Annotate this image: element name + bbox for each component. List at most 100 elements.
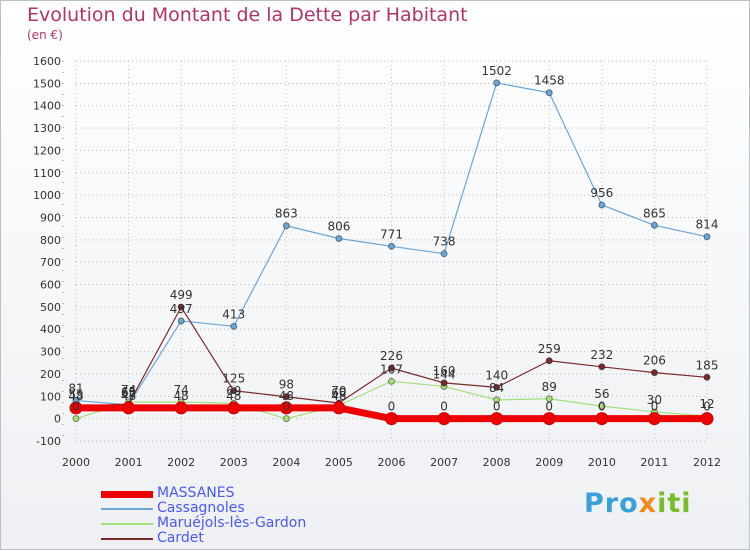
data-point (598, 402, 606, 410)
data-point (545, 357, 553, 365)
data-label: 1458 (534, 74, 565, 88)
data-label: 56 (594, 387, 609, 401)
data-point (335, 234, 343, 242)
x-tick-label: 2006 (378, 456, 406, 469)
data-point (703, 373, 711, 381)
x-tick-label: 2002 (167, 456, 195, 469)
y-tick-label: 1300 (33, 122, 61, 135)
data-label: 48 (68, 389, 83, 403)
data-label: 738 (433, 235, 456, 249)
x-tick-label: 2000 (62, 456, 90, 469)
data-point (700, 412, 714, 426)
data-point (69, 401, 83, 415)
data-point (493, 383, 501, 391)
data-label: 0 (598, 400, 606, 414)
legend-swatch (101, 538, 153, 540)
data-point (72, 415, 80, 423)
data-point (230, 322, 238, 330)
x-tick-label: 2012 (693, 456, 721, 469)
y-tick-label: 300 (40, 346, 61, 359)
x-tick-label: 2009 (535, 456, 563, 469)
legend-swatch (101, 508, 153, 510)
data-label: 226 (380, 349, 403, 363)
data-point (440, 379, 448, 387)
data-label: 0 (493, 400, 501, 414)
data-label: 185 (696, 358, 719, 372)
x-tick-label: 2005 (325, 456, 353, 469)
legend-swatch (101, 523, 153, 525)
data-label: 62 (121, 386, 136, 400)
data-label: 48 (226, 389, 241, 403)
data-point (332, 401, 346, 415)
data-label: 0 (651, 400, 659, 414)
y-tick-label: 1100 (33, 167, 61, 180)
data-point (437, 412, 451, 426)
data-point (595, 412, 609, 426)
data-point (174, 401, 188, 415)
data-point (177, 303, 185, 311)
data-point (227, 401, 241, 415)
data-point (388, 364, 395, 372)
chart-title: Evolution du Montant de la Dette par Hab… (27, 4, 468, 26)
data-point (650, 221, 658, 229)
data-point (542, 412, 556, 426)
data-point (545, 395, 553, 403)
data-label: 48 (174, 389, 189, 403)
y-tick-label: 600 (40, 279, 61, 292)
data-label: 499 (170, 288, 193, 302)
data-label: 65 (121, 385, 136, 399)
data-point (703, 233, 711, 241)
data-point (650, 369, 658, 377)
data-label: 48 (279, 389, 294, 403)
data-point (122, 401, 136, 415)
data-label: 1502 (481, 64, 512, 78)
data-label: 0 (388, 400, 396, 414)
data-point (279, 401, 293, 415)
x-tick-label: 2011 (640, 456, 668, 469)
data-label: 48 (121, 389, 136, 403)
data-label: 160 (433, 364, 456, 378)
y-tick-label: 0 (54, 413, 61, 426)
x-tick-label: 2007 (430, 456, 458, 469)
data-point (490, 412, 504, 426)
y-tick-label: 900 (40, 211, 61, 224)
data-label: 60 (331, 386, 346, 400)
y-tick-label: 1600 (33, 55, 61, 68)
unit-label: (en €) (27, 28, 63, 42)
data-label: 69 (226, 384, 241, 398)
data-point (440, 250, 448, 258)
data-label: 89 (542, 380, 557, 394)
y-tick-label: 100 (40, 390, 61, 403)
data-label: 98 (279, 378, 294, 392)
y-tick-label: 1000 (33, 189, 61, 202)
y-tick-label: 1500 (33, 77, 61, 90)
data-label: 140 (485, 368, 508, 382)
data-point (598, 201, 606, 209)
data-point (388, 242, 395, 250)
data-label: 12 (699, 397, 714, 411)
data-label: 0 (703, 400, 711, 414)
legend-label: Maruéjols-lès-Gardon (157, 515, 307, 531)
data-label: 55 (68, 387, 83, 401)
data-label: 956 (590, 186, 613, 200)
y-tick-label: -100 (36, 435, 61, 448)
x-tick-label: 2001 (115, 456, 143, 469)
data-point (230, 387, 238, 395)
data-label: 771 (380, 227, 403, 241)
data-label: 814 (696, 218, 719, 232)
data-label: 74 (174, 383, 189, 397)
data-label: 125 (222, 372, 245, 386)
x-tick-label: 2004 (272, 456, 300, 469)
x-tick-label: 2003 (220, 456, 248, 469)
data-label: 0 (283, 400, 291, 414)
data-label: 413 (222, 307, 245, 321)
data-point (647, 412, 661, 426)
y-tick-label: 800 (40, 234, 61, 247)
data-label: 144 (433, 367, 456, 381)
proxiti-logo: Proxiti (584, 488, 692, 519)
data-point (177, 317, 185, 325)
data-label: 206 (643, 354, 666, 368)
data-label: 84 (489, 381, 504, 395)
data-point (282, 222, 290, 230)
y-tick-label: 1200 (33, 144, 61, 157)
